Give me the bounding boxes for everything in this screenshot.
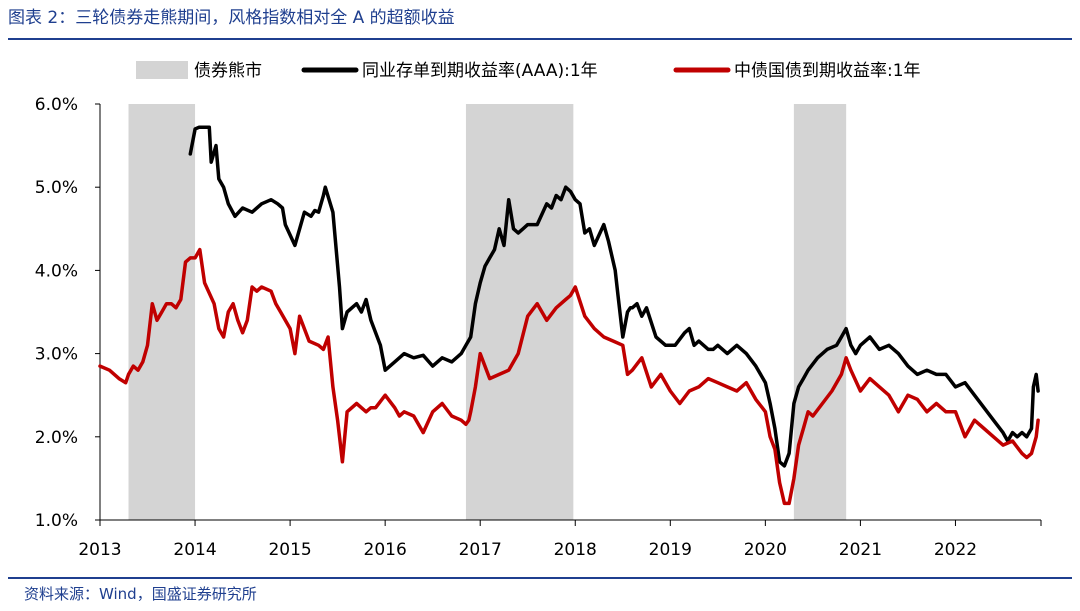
- chart-legend: 债券熊市 同业存单到期收益率(AAA):1年 中债国债到期收益率:1年: [136, 61, 921, 81]
- series-line-2: [98, 247, 1040, 506]
- x-tick-label: 2019: [649, 540, 692, 560]
- y-tick-label: 5.0%: [35, 178, 78, 198]
- bear-market-bands: [128, 104, 847, 520]
- x-tick-label: 2022: [934, 540, 977, 560]
- x-tick-label: 2020: [744, 540, 787, 560]
- x-tick-label: 2017: [459, 540, 502, 560]
- y-tick-label: 4.0%: [35, 261, 78, 281]
- y-tick-label: 1.0%: [35, 511, 78, 531]
- chart-axes: 1.0% 2.0% 3.0% 4.0% 5.0% 6.0% 2013 2014 2015 2016…: [35, 95, 1042, 560]
- title-rule: [8, 38, 1072, 40]
- legend-label-bear-market: 债券熊市: [194, 61, 262, 81]
- figure-title: 图表 2：三轮债券走熊期间，风格指数相对全 A 的超额收益: [8, 8, 455, 28]
- x-tick-label: 2018: [554, 540, 597, 560]
- source-rule: [8, 577, 1072, 579]
- bear-market-band-2: [465, 104, 574, 520]
- legend-swatch-bear-market: [136, 61, 188, 79]
- yield-line-chart: 1.0% 2.0% 3.0% 4.0% 5.0% 6.0% 2013 2014 2015 2016…: [35, 61, 1042, 560]
- y-tick-label: 3.0%: [35, 345, 78, 365]
- legend-item-2: 中债国债到期收益率:1年: [673, 61, 921, 81]
- y-tick-label: 6.0%: [35, 95, 78, 115]
- series-layer: [98, 125, 1040, 506]
- x-tick-label: 2014: [173, 540, 216, 560]
- legend-label-2: 中债国债到期收益率:1年: [734, 61, 921, 81]
- source-note: 资料来源：Wind，国盛证券研究所: [24, 585, 257, 603]
- series-line-1: [188, 125, 1040, 468]
- legend-label-1: 同业存单到期收益率(AAA):1年: [362, 61, 598, 81]
- x-tick-label: 2016: [364, 540, 407, 560]
- x-tick-label: 2015: [268, 540, 311, 560]
- bear-market-band-3: [793, 104, 847, 520]
- x-tick-label: 2013: [78, 540, 121, 560]
- y-tick-label: 2.0%: [35, 428, 78, 448]
- legend-item-1: 同业存单到期收益率(AAA):1年: [301, 61, 598, 81]
- legend-item-bear-market: 债券熊市: [136, 61, 262, 81]
- x-tick-label: 2021: [839, 540, 882, 560]
